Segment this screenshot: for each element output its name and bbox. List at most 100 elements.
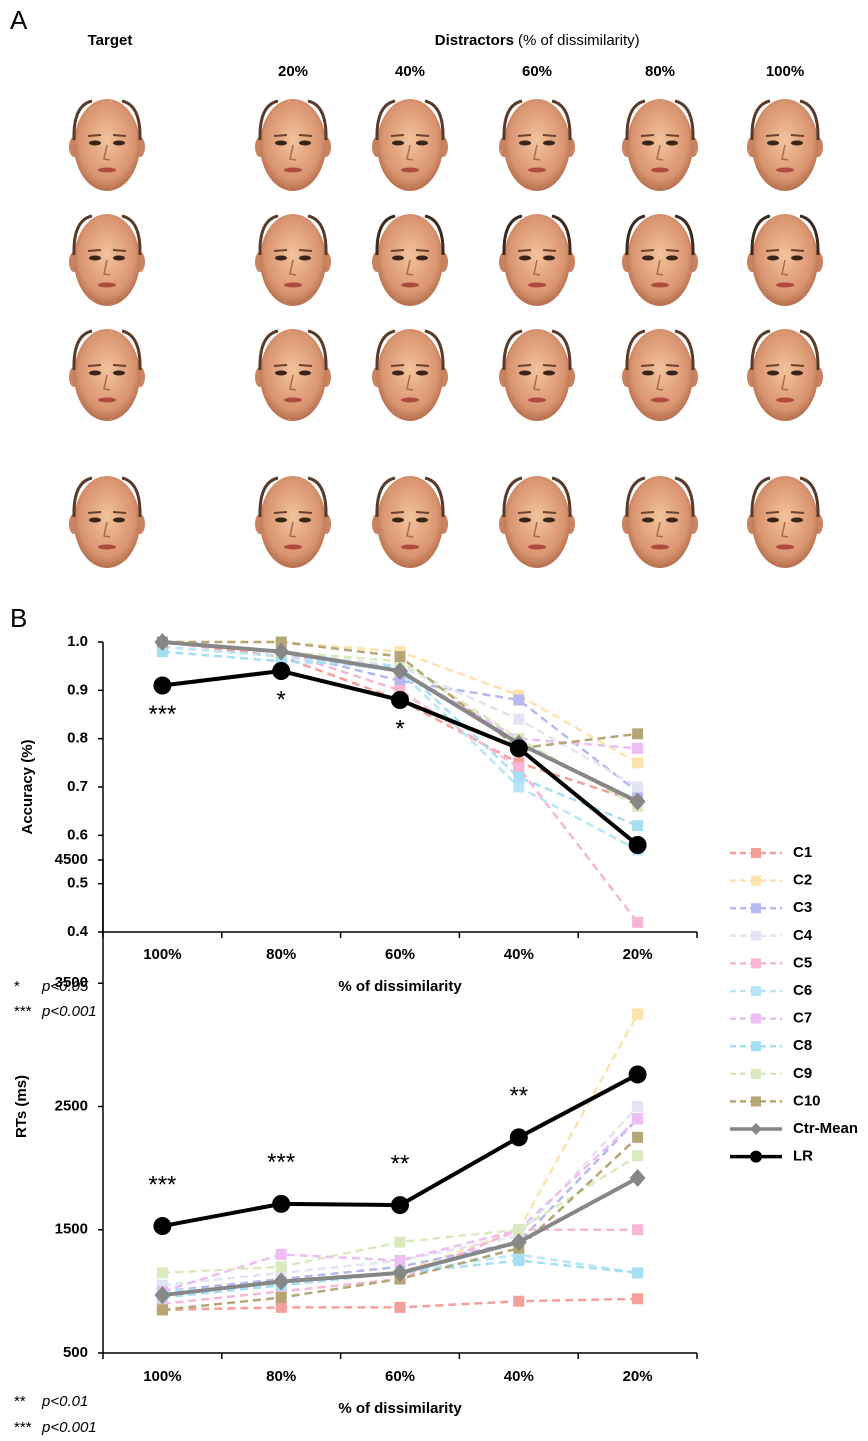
legend-marker [751,986,761,996]
legend-label: Ctr-Mean [793,1120,858,1137]
significance-label: *** [148,1171,176,1198]
mouth [401,167,419,173]
point [391,1196,409,1215]
nose [781,144,789,161]
face [499,214,575,306]
hair-edge [551,329,572,371]
panel-label: A [10,5,28,35]
legend-marker [751,875,761,886]
brow [640,249,655,252]
eye [275,255,287,261]
legend-label: LR [793,1148,813,1165]
point [154,1286,171,1305]
legend-label: C4 [793,927,813,944]
footnote-text: p<0.001 [41,1419,97,1436]
nose [656,521,664,538]
eye [113,140,125,146]
eye [791,370,803,376]
point [154,633,171,651]
point [629,792,646,811]
legend-label: C1 [793,844,812,861]
point [509,739,528,758]
nose [533,521,541,538]
face-grid [69,99,823,568]
mouth [651,544,669,550]
brow [517,134,532,137]
face [69,329,145,421]
point [629,1168,646,1187]
hair-edge [424,476,445,518]
eye [519,255,531,261]
hair-edge [258,214,279,256]
point [513,1248,525,1260]
point [394,675,406,687]
brow [112,134,127,137]
brow [390,511,405,514]
face [255,329,331,421]
nose [289,259,297,276]
legend-label: C9 [793,1065,812,1082]
face [255,214,331,306]
hair-edge [551,99,572,141]
legend-marker [751,1013,761,1024]
legend-label: C5 [793,954,812,971]
hair-edge [375,99,396,141]
nose [656,374,664,391]
hair-edge [799,99,820,141]
mouth [651,282,669,288]
face [622,476,698,568]
mouth [284,282,302,288]
column-label: 20% [278,63,308,80]
brow [765,134,780,137]
point [628,836,647,854]
hair-edge [502,329,523,371]
eye [89,140,101,146]
point [513,694,525,706]
legend-marker [750,1150,762,1163]
y-tick-label: 0.4 [67,923,89,940]
y-tick-label: 0.8 [67,730,88,747]
brow [790,134,805,137]
point [392,1263,408,1282]
point [632,1101,644,1112]
nose [533,374,541,391]
point [513,781,525,793]
brow [665,249,680,252]
hair-edge [750,476,771,518]
point [513,1224,525,1236]
mouth [528,282,546,288]
point [275,1248,287,1260]
legend-label: C3 [793,899,812,916]
hair-edge [625,99,646,141]
point [273,642,290,661]
hair-edge [799,476,820,518]
nose [103,374,111,391]
mouth [401,397,419,403]
significance-label: * [277,686,286,713]
face [69,99,145,191]
x-tick-label: 20% [623,946,653,963]
brow [112,249,127,252]
brow [665,364,680,367]
brow [517,511,532,514]
nose [406,521,414,538]
point [391,691,409,709]
face [255,99,331,191]
legend-label: C2 [793,872,812,889]
hair-edge [750,329,771,371]
point [632,1008,644,1020]
eye [392,255,404,261]
point [632,820,644,832]
mouth [98,167,116,173]
legend-marker [751,848,761,858]
point [275,655,287,667]
point [392,662,408,680]
brow [112,511,127,514]
brow [273,364,288,367]
point [632,757,644,769]
significance-label: ** [509,1083,528,1110]
point [513,1295,525,1307]
eye [416,370,428,376]
legend-label: C8 [793,1037,812,1054]
series-line [162,1117,639,1293]
